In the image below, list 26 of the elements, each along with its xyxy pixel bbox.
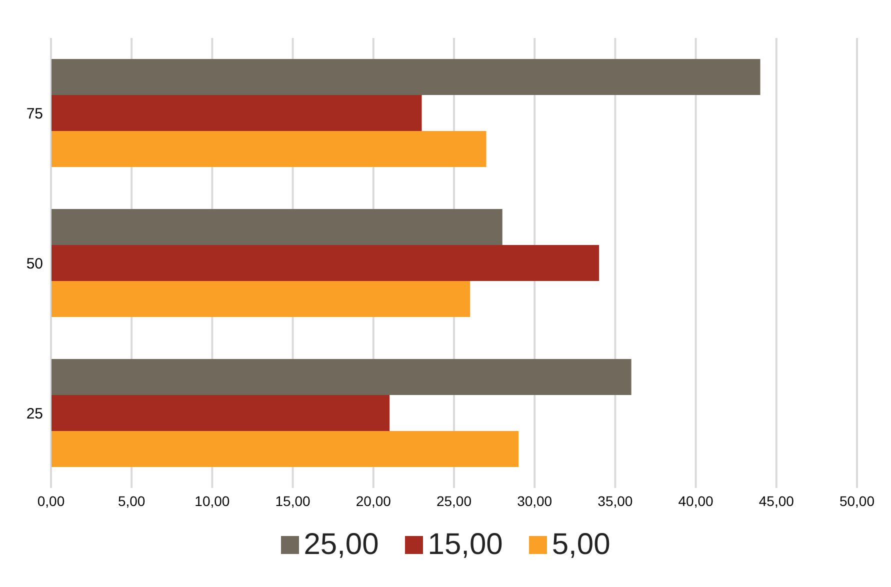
bar xyxy=(51,209,502,245)
y-tick-label: 50 xyxy=(26,255,43,272)
bar xyxy=(51,95,422,131)
x-tick-label: 10,00 xyxy=(194,492,230,509)
x-tick-label: 30,00 xyxy=(517,492,552,509)
legend-label: 15,00 xyxy=(426,528,503,562)
legend-label: 5,00 xyxy=(550,528,610,562)
bar xyxy=(51,359,632,395)
bar xyxy=(51,59,760,95)
x-tick-label: 15,00 xyxy=(275,492,311,509)
x-tick-label: 25,00 xyxy=(436,492,472,509)
bar xyxy=(51,245,600,281)
bar xyxy=(51,281,470,317)
x-tick-label: 20,00 xyxy=(356,492,392,509)
legend-label: 25,00 xyxy=(302,528,379,562)
y-tick-label: 75 xyxy=(26,105,43,122)
x-tick-label: 0,00 xyxy=(37,492,65,509)
bar xyxy=(51,131,486,167)
y-tick-label: 25 xyxy=(26,405,43,422)
x-tick-label: 50,00 xyxy=(839,492,875,509)
bar xyxy=(51,431,518,467)
bar xyxy=(51,395,390,431)
x-tick-label: 40,00 xyxy=(678,492,714,509)
x-tick-label: 45,00 xyxy=(758,492,794,509)
x-tick-label: 5,00 xyxy=(118,492,146,509)
x-tick-label: 35,00 xyxy=(598,492,633,509)
